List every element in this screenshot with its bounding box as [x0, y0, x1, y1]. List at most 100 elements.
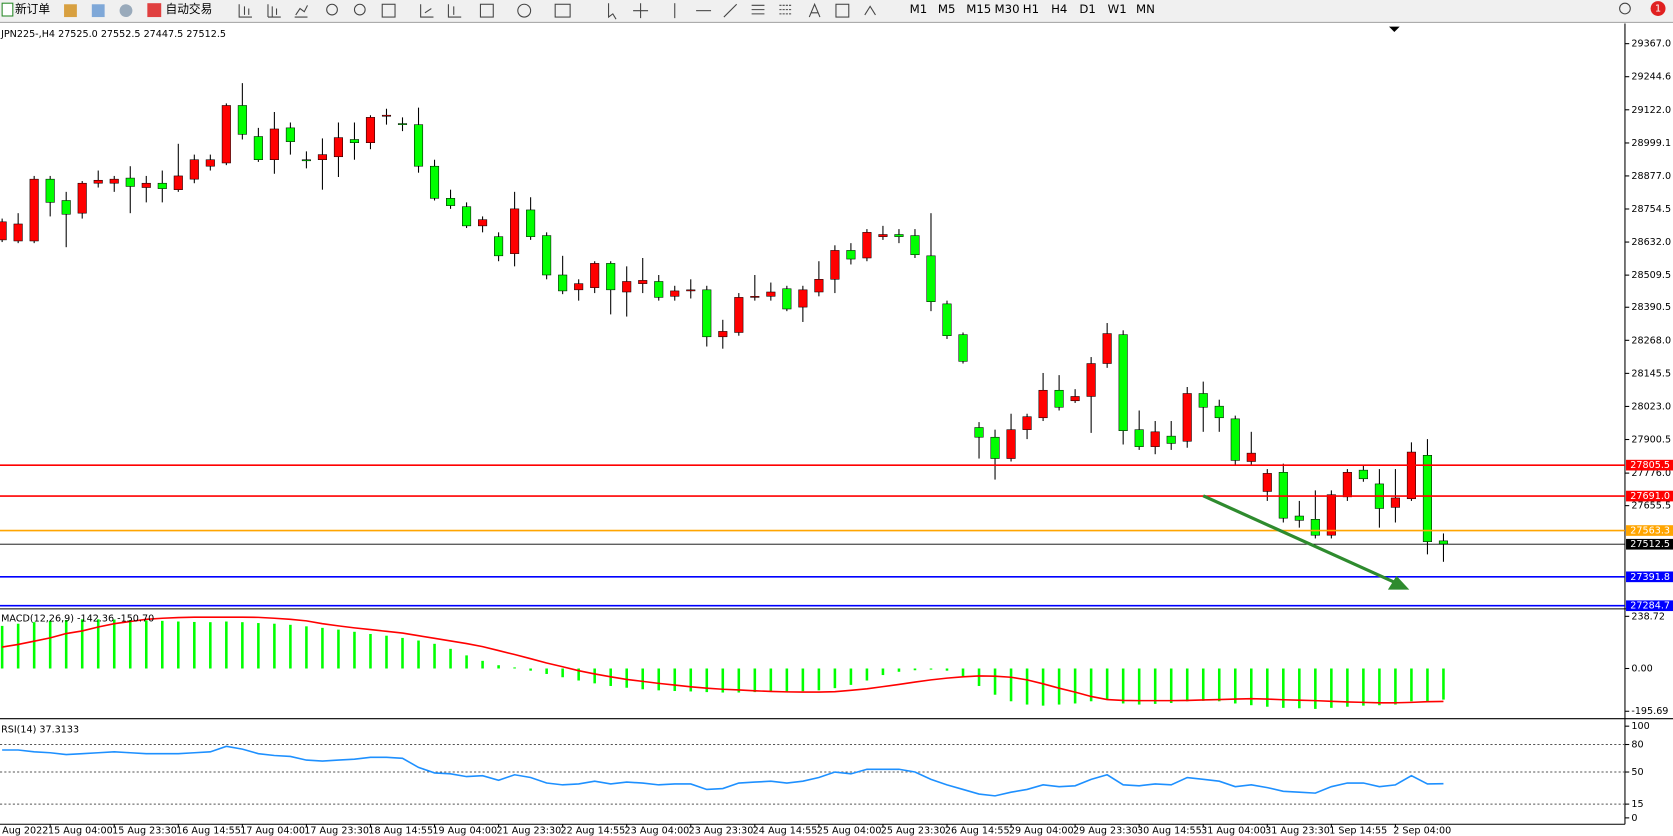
icon[interactable] — [91, 4, 105, 18]
histogram-bar — [177, 621, 180, 669]
icon[interactable] — [779, 4, 793, 15]
timeframe-button[interactable]: M5 — [938, 2, 956, 16]
timeframe-button[interactable]: M30 — [995, 2, 1020, 16]
candle-body — [1198, 393, 1208, 408]
histogram-bar — [1105, 668, 1109, 700]
y-tick-label: 80 — [1631, 740, 1643, 751]
candle-body — [590, 263, 600, 288]
candle-body — [670, 290, 680, 297]
candle-body — [1182, 393, 1192, 442]
candle-body — [61, 200, 71, 215]
histogram-bar — [128, 619, 132, 669]
y-tick-label: 238.72 — [1631, 611, 1665, 622]
candle-body — [990, 436, 1000, 459]
candle-body — [205, 159, 215, 167]
indicator-line — [2, 616, 1444, 704]
x-tick-label: 19 Aug 04:00 — [432, 826, 497, 836]
icon[interactable] — [326, 3, 338, 16]
icon[interactable] — [267, 4, 281, 18]
candle-body — [606, 263, 616, 291]
notification-badge[interactable] — [1650, 1, 1666, 16]
icon[interactable] — [294, 5, 308, 18]
histogram-bar — [1394, 668, 1397, 705]
icon[interactable] — [864, 5, 876, 16]
timeframe-button[interactable]: M15 — [966, 2, 991, 16]
candle-body — [542, 235, 552, 276]
x-tick-label: 2 Sep 04:00 — [1393, 826, 1451, 836]
timeframe-button[interactable]: MN — [1136, 2, 1155, 16]
candle-body — [510, 208, 520, 254]
histogram-bar — [289, 624, 292, 669]
icon[interactable] — [353, 3, 366, 16]
timeframe-button[interactable]: M1 — [910, 2, 928, 16]
histogram-bar — [1249, 668, 1253, 706]
arrow-shaft — [1202, 494, 1396, 584]
icon[interactable] — [119, 4, 133, 18]
level-tag — [1626, 525, 1673, 536]
icon[interactable] — [381, 3, 396, 18]
level-tag — [1626, 538, 1673, 550]
icon[interactable] — [447, 4, 462, 18]
icon[interactable] — [723, 3, 738, 18]
icon[interactable] — [808, 2, 821, 18]
candle-body — [622, 281, 632, 293]
y-tick-label: 29122.0 — [1631, 105, 1671, 116]
x-tick-label: 29 Aug 04:00 — [1009, 826, 1074, 836]
icon[interactable] — [835, 3, 850, 18]
histogram-bar — [1282, 668, 1285, 708]
icon[interactable] — [554, 3, 571, 18]
icon[interactable] — [479, 3, 494, 18]
candle-body — [269, 128, 279, 160]
x-tick-label: 15 Aug 04:00 — [48, 826, 113, 836]
y-tick-label: 28877.0 — [1631, 171, 1671, 182]
candle-body — [1054, 389, 1064, 408]
level-label: 27512.5 — [1630, 539, 1670, 550]
timeframe-button[interactable]: W1 — [1108, 2, 1127, 16]
histogram-bar — [465, 655, 468, 669]
histogram-bar — [577, 668, 580, 681]
auto-trading-label[interactable]: 自动交易 — [165, 2, 212, 16]
histogram-bar — [625, 668, 628, 688]
level-tag — [1626, 490, 1673, 502]
histogram-bar — [1185, 668, 1189, 702]
histogram-bar — [1025, 668, 1029, 705]
search-icon[interactable] — [1619, 2, 1631, 15]
new-order-label[interactable]: 新订单 — [15, 2, 50, 16]
icon[interactable] — [633, 3, 649, 19]
candle-body — [734, 297, 744, 333]
timeframe-button[interactable]: H1 — [1023, 2, 1039, 16]
candle-body — [766, 291, 776, 297]
candle-body — [750, 296, 760, 298]
candle-body — [29, 178, 39, 242]
candle-body — [1310, 519, 1320, 536]
timeframe-button[interactable]: H4 — [1051, 2, 1067, 16]
y-tick-label: -195.69 — [1631, 706, 1668, 717]
x-tick-label: 25 Aug 23:30 — [881, 826, 946, 836]
timeframe-button[interactable]: D1 — [1079, 2, 1095, 16]
icon[interactable] — [608, 3, 617, 20]
histogram-bar — [1442, 668, 1445, 700]
y-tick-label: 15 — [1631, 799, 1643, 810]
candle-body — [558, 274, 568, 292]
y-tick-label: 28999.1 — [1631, 138, 1671, 149]
histogram-bar — [369, 633, 372, 669]
auto-trading-button[interactable]: 自动交易 — [147, 2, 212, 18]
icon[interactable] — [64, 4, 77, 18]
new-order-button[interactable]: 新订单 — [1, 2, 50, 17]
candle-body — [462, 206, 472, 227]
icon[interactable] — [751, 4, 765, 15]
histogram-bar — [1009, 668, 1013, 702]
candle-body — [1262, 473, 1272, 492]
histogram-bar — [513, 667, 516, 669]
candle-body — [413, 124, 424, 167]
trend-arrow — [1202, 494, 1410, 590]
icon[interactable] — [238, 4, 252, 18]
candle-body — [1006, 429, 1016, 459]
candle-body — [1294, 515, 1304, 521]
icon[interactable] — [517, 3, 532, 18]
icon[interactable] — [420, 4, 434, 18]
histogram-bar — [705, 668, 709, 693]
candle-body — [574, 283, 584, 291]
histogram-bar — [32, 622, 36, 669]
